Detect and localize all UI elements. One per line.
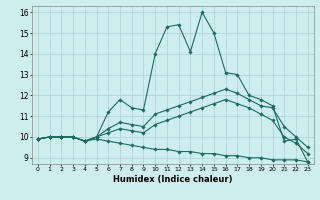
X-axis label: Humidex (Indice chaleur): Humidex (Indice chaleur) [113, 175, 233, 184]
